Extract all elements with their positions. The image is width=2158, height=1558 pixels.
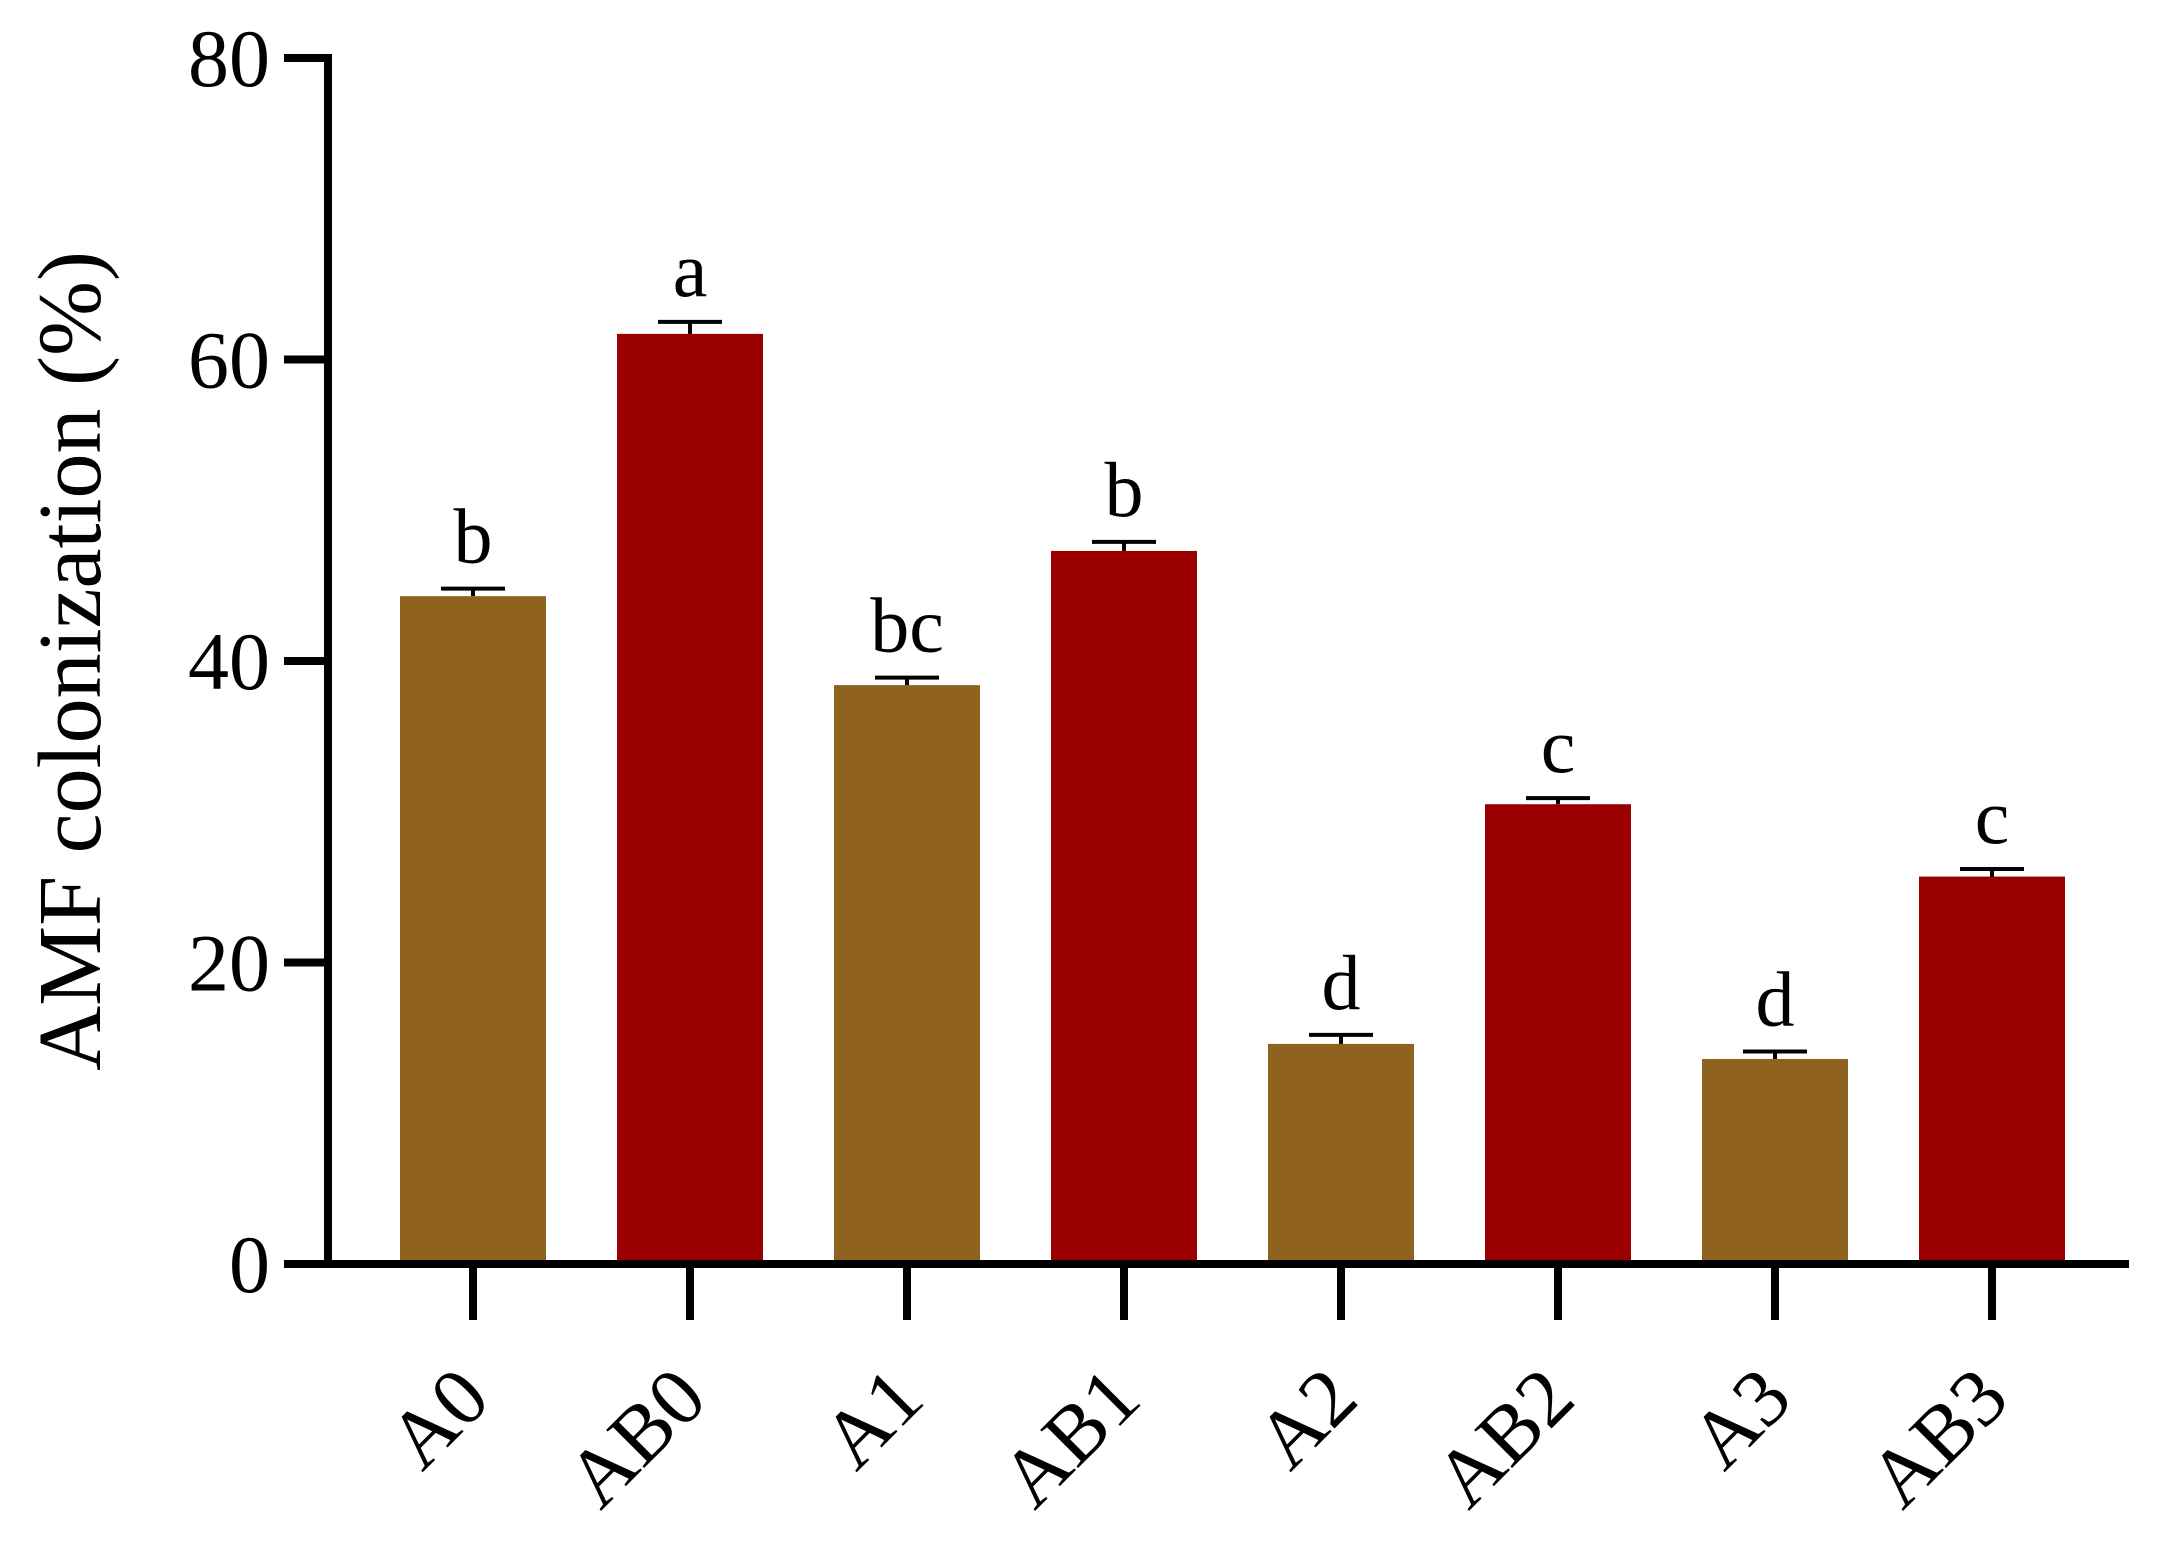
significance-label: b	[454, 493, 493, 580]
y-tick-label: 20	[188, 918, 270, 1009]
y-tick-label: 60	[188, 315, 270, 406]
y-tick-label: 80	[188, 13, 270, 104]
significance-label: c	[1541, 702, 1576, 789]
x-tick-label: AB2	[1417, 1350, 1591, 1524]
bars: b a bc b d c d c	[400, 226, 2065, 1264]
bar-ab1	[1051, 550, 1197, 1264]
y-axis-ticks: 0 20 40 60 80	[188, 13, 328, 1310]
significance-label: d	[1322, 939, 1361, 1026]
significance-label: bc	[870, 582, 944, 669]
significance-label: a	[673, 226, 708, 313]
x-axis-ticks: A0 AB0 A1 AB1 A2 AB2 A3 AB3	[371, 1264, 2025, 1524]
y-axis-title: AMF colonization (%)	[21, 251, 120, 1071]
x-tick-label: A0	[371, 1350, 506, 1485]
x-tick-label: A2	[1239, 1350, 1374, 1485]
x-tick-label: AB0	[549, 1350, 723, 1524]
significance-label: c	[1975, 773, 2010, 860]
y-tick-label: 40	[188, 616, 270, 707]
bar-ab3	[1919, 876, 2065, 1264]
x-tick-label: A3	[1673, 1350, 1808, 1485]
bar-a0	[400, 596, 546, 1264]
significance-label: b	[1105, 446, 1144, 533]
bar-a3	[1702, 1058, 1848, 1264]
y-tick-label: 0	[229, 1219, 270, 1310]
x-tick-label: AB3	[1851, 1350, 2025, 1524]
x-tick-label: AB1	[983, 1350, 1157, 1524]
significance-label: d	[1756, 955, 1795, 1042]
x-tick-label: A1	[805, 1350, 940, 1485]
bar-ab0	[617, 333, 763, 1264]
bar-a2	[1268, 1043, 1414, 1264]
bar-a1	[834, 685, 980, 1264]
bar-ab2	[1485, 804, 1631, 1264]
